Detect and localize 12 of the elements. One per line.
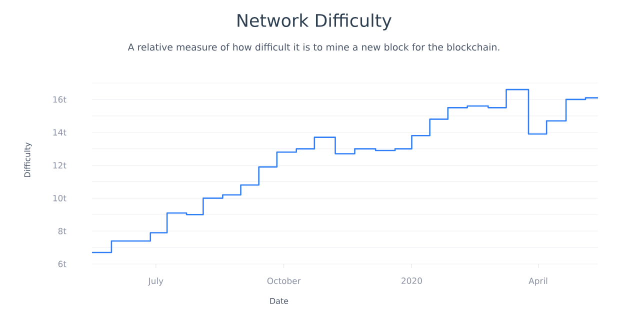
- y-tick-label: 6t: [58, 260, 66, 268]
- chart-title: Network Difficulty: [238, 14, 392, 30]
- x-tick-label: April: [528, 278, 548, 286]
- y-tick-label: 12t: [53, 162, 66, 168]
- y-tick-label: 16t: [53, 96, 66, 103]
- x-tick-label: July: [148, 278, 164, 286]
- y-tick-label: 10t: [53, 194, 66, 202]
- x-tick-label: October: [267, 278, 301, 284]
- y-tick-label: 8t: [58, 228, 66, 234]
- chart-subtitle: A relative measure of how difficult it is to mine a new block for the blockchain.: [128, 43, 500, 51]
- x-tick-label: 2020: [402, 278, 422, 284]
- y-tick-label: 14t: [53, 129, 66, 136]
